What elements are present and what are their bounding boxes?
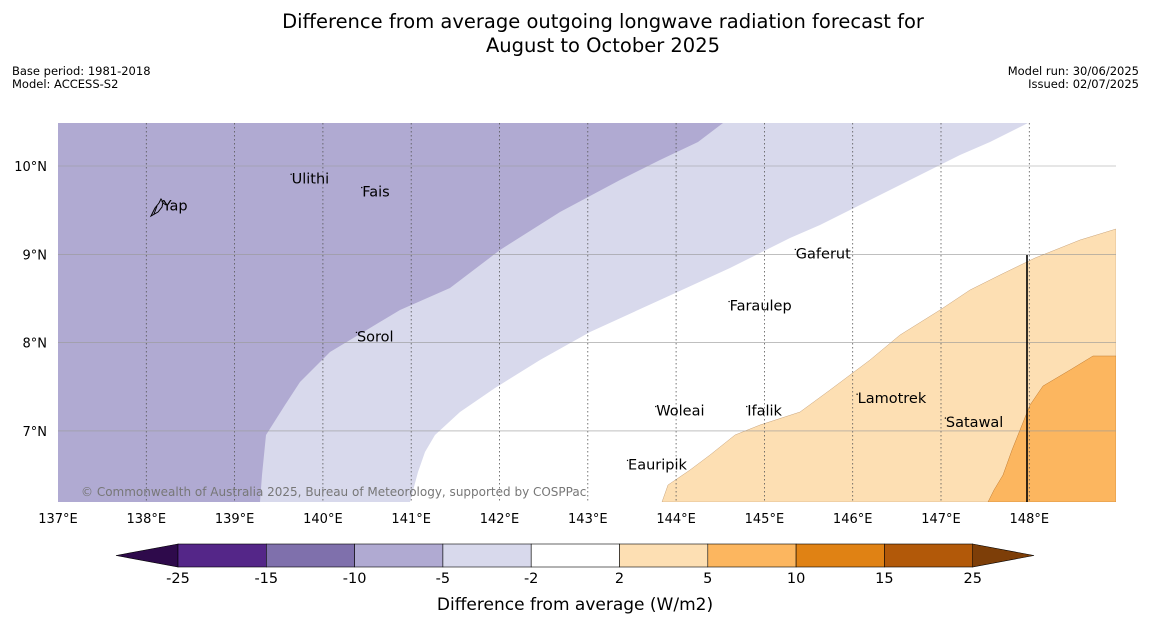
place-eauripik: Eauripik	[626, 457, 687, 473]
colorbar-high-extend	[972, 543, 1035, 568]
colorbar-segment	[884, 543, 974, 568]
colorbar-tick-label: -2	[524, 571, 538, 587]
latitude-tick-label: 8°N	[23, 337, 48, 352]
colorbar-segment	[442, 543, 532, 568]
place-yap: Yap	[161, 199, 188, 215]
info-right: Model run: 30/06/2025 Issued: 02/07/2025	[1008, 65, 1139, 91]
place-satawal: Satawal	[944, 415, 1003, 431]
longitude-tick-label: 145°E	[745, 512, 785, 527]
place-woleai: Woleai	[655, 404, 705, 420]
colorbar-segment	[707, 543, 797, 568]
colorbar-low-extend	[115, 543, 179, 568]
place-name: Satawal	[946, 415, 1003, 431]
place-sorol: Sorol	[355, 329, 394, 345]
colorbar-tick-label: -25	[166, 571, 190, 587]
colorbar-tick-label: 25	[963, 571, 981, 587]
map-plot-area: Yap Ulithi Fais Gaferut Faraulep Sorol Lamotre…	[58, 123, 1116, 502]
colorbar-tick-label: -15	[254, 571, 278, 587]
island-marker	[856, 393, 858, 395]
latitude-tick-label: 7°N	[23, 425, 48, 440]
longitude-tick-label: 148°E	[1010, 512, 1050, 527]
place-name: Eauripik	[628, 457, 687, 473]
place-name: Lamotrek	[858, 391, 927, 407]
island-marker	[746, 405, 748, 408]
colorbar-tick-label: 10	[787, 571, 805, 587]
island-marker	[361, 186, 363, 189]
place-gaferut: Gaferut	[794, 246, 851, 262]
island-marker	[626, 459, 629, 462]
place-ulithi: Ulithi	[290, 171, 329, 187]
place-fais: Fais	[361, 185, 390, 201]
place-name: Ifalik	[747, 404, 782, 420]
place-name: Fais	[362, 185, 389, 201]
place-labels: Yap Ulithi Fais Gaferut Faraulep Sorol Lamotre…	[161, 171, 1003, 473]
colorbar-segment	[354, 543, 444, 568]
colorbar-segment	[265, 543, 355, 568]
copyright-credit: © Commonwealth of Australia 2025, Bureau…	[81, 485, 586, 499]
colorbar: -25 -15 -10 -5 -2 2 5 10 15 25	[115, 543, 1035, 587]
colorbar-title: Difference from average (W/m2)	[437, 595, 713, 615]
longitude-tick-label: 143°E	[568, 512, 608, 527]
contour-band-minus10-to-minus5	[58, 123, 723, 502]
island-marker	[794, 248, 797, 251]
island-marker	[355, 331, 358, 334]
latitude-tick-label: 9°N	[23, 248, 48, 263]
longitude-tick-label: 142°E	[480, 512, 520, 527]
model-run: Model run: 30/06/2025	[1007, 64, 1139, 78]
title-line-2: August to October 2025	[485, 34, 721, 57]
colorbar-tick-label: 5	[703, 571, 712, 587]
chart-title: Difference from average outgoing longwav…	[0, 10, 1150, 58]
gridlines	[58, 123, 1116, 502]
base-period: Base period: 1981-2018	[12, 64, 151, 78]
title-line-1: Difference from average outgoing longwav…	[282, 10, 924, 33]
place-faraulep: Faraulep	[728, 299, 792, 315]
colorbar-tick-label: -5	[436, 571, 450, 587]
longitude-tick-label: 141°E	[391, 512, 431, 527]
axis-tick-labels: 137°E 138°E 139°E 140°E 141°E 142°E 143°E 144°E…	[14, 160, 1049, 527]
colorbar-segment	[530, 543, 620, 568]
colorbar-tick-label: 2	[615, 571, 624, 587]
place-lamotrek: Lamotrek	[856, 391, 927, 407]
place-name: Faraulep	[730, 299, 792, 315]
colorbar-segment	[177, 543, 267, 568]
colorbar-tick-label: 15	[875, 571, 893, 587]
island-marker	[728, 300, 730, 303]
longitude-tick-label: 147°E	[921, 512, 961, 527]
colorbar-segment	[619, 543, 709, 568]
info-left: Base period: 1981-2018 Model: ACCESS-S2	[12, 65, 151, 91]
longitude-tick-label: 137°E	[38, 512, 78, 527]
contour-band-5-to-10	[987, 355, 1116, 502]
model-name: Model: ACCESS-S2	[12, 77, 119, 91]
place-name: Woleai	[656, 404, 704, 420]
issued-date: Issued: 02/07/2025	[1028, 77, 1139, 91]
island-marker	[290, 173, 292, 176]
colorbar-segment	[795, 543, 885, 568]
place-name: Yap	[162, 199, 188, 215]
yap-island-outline	[149, 198, 167, 218]
place-name: Ulithi	[292, 171, 330, 187]
longitude-tick-label: 138°E	[127, 512, 167, 527]
longitude-tick-label: 140°E	[303, 512, 343, 527]
longitude-tick-label: 144°E	[656, 512, 696, 527]
place-name: Sorol	[357, 329, 394, 345]
place-name: Gaferut	[796, 246, 851, 262]
island-marker	[944, 417, 947, 419]
island-marker	[161, 201, 163, 203]
latitude-tick-label: 10°N	[14, 160, 47, 175]
longitude-tick-label: 139°E	[215, 512, 255, 527]
island-marker	[655, 405, 657, 408]
contour-band-2-to-5	[661, 228, 1116, 502]
place-ifalik: Ifalik	[746, 404, 783, 420]
longitude-tick-label: 146°E	[833, 512, 873, 527]
colorbar-tick-label: -10	[343, 571, 367, 587]
